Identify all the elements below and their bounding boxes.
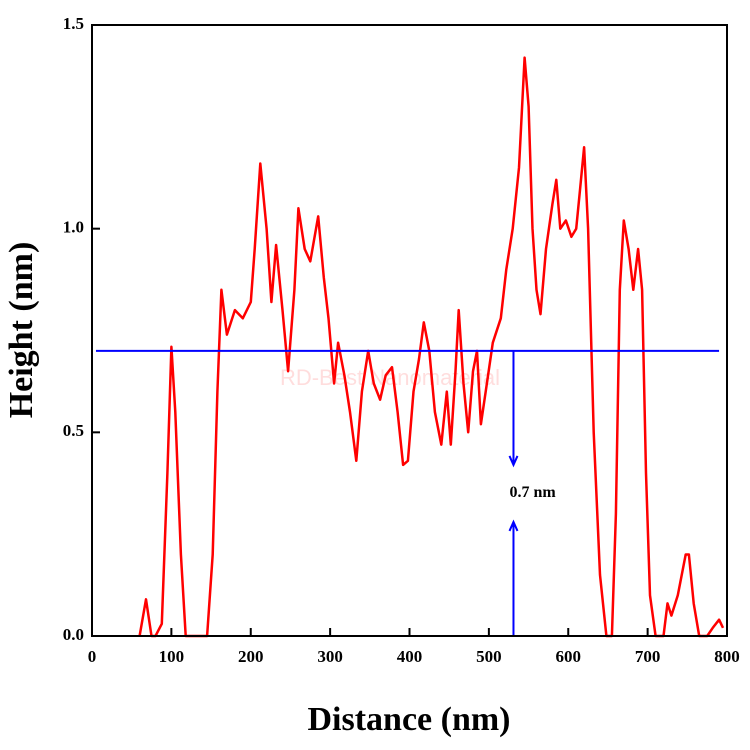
y-tick-label: 0.5 (63, 421, 84, 440)
x-tick-label: 400 (397, 647, 423, 666)
y-tick-label: 0.0 (63, 625, 84, 644)
profile-line (138, 56, 725, 638)
x-tick-label: 200 (238, 647, 264, 666)
x-tick-label: 100 (159, 647, 185, 666)
x-axis-label: Distance (nm) (307, 701, 510, 738)
x-tick-label: 700 (635, 647, 661, 666)
y-tick-label: 1.0 (63, 218, 84, 237)
x-tick-label: 600 (556, 647, 582, 666)
arrow-head (508, 519, 519, 532)
x-tick-label: 800 (714, 647, 740, 666)
annotation: 0.7 nm (509, 484, 556, 501)
x-tick-label: 500 (476, 647, 502, 666)
x-tick-label: 0 (88, 647, 97, 666)
y-tick-label: 1.5 (63, 14, 84, 33)
plot-frame (91, 24, 728, 637)
x-tick-label: 300 (317, 647, 343, 666)
y-axis-label: Height (nm) (3, 242, 40, 419)
arrow-head (508, 455, 519, 468)
